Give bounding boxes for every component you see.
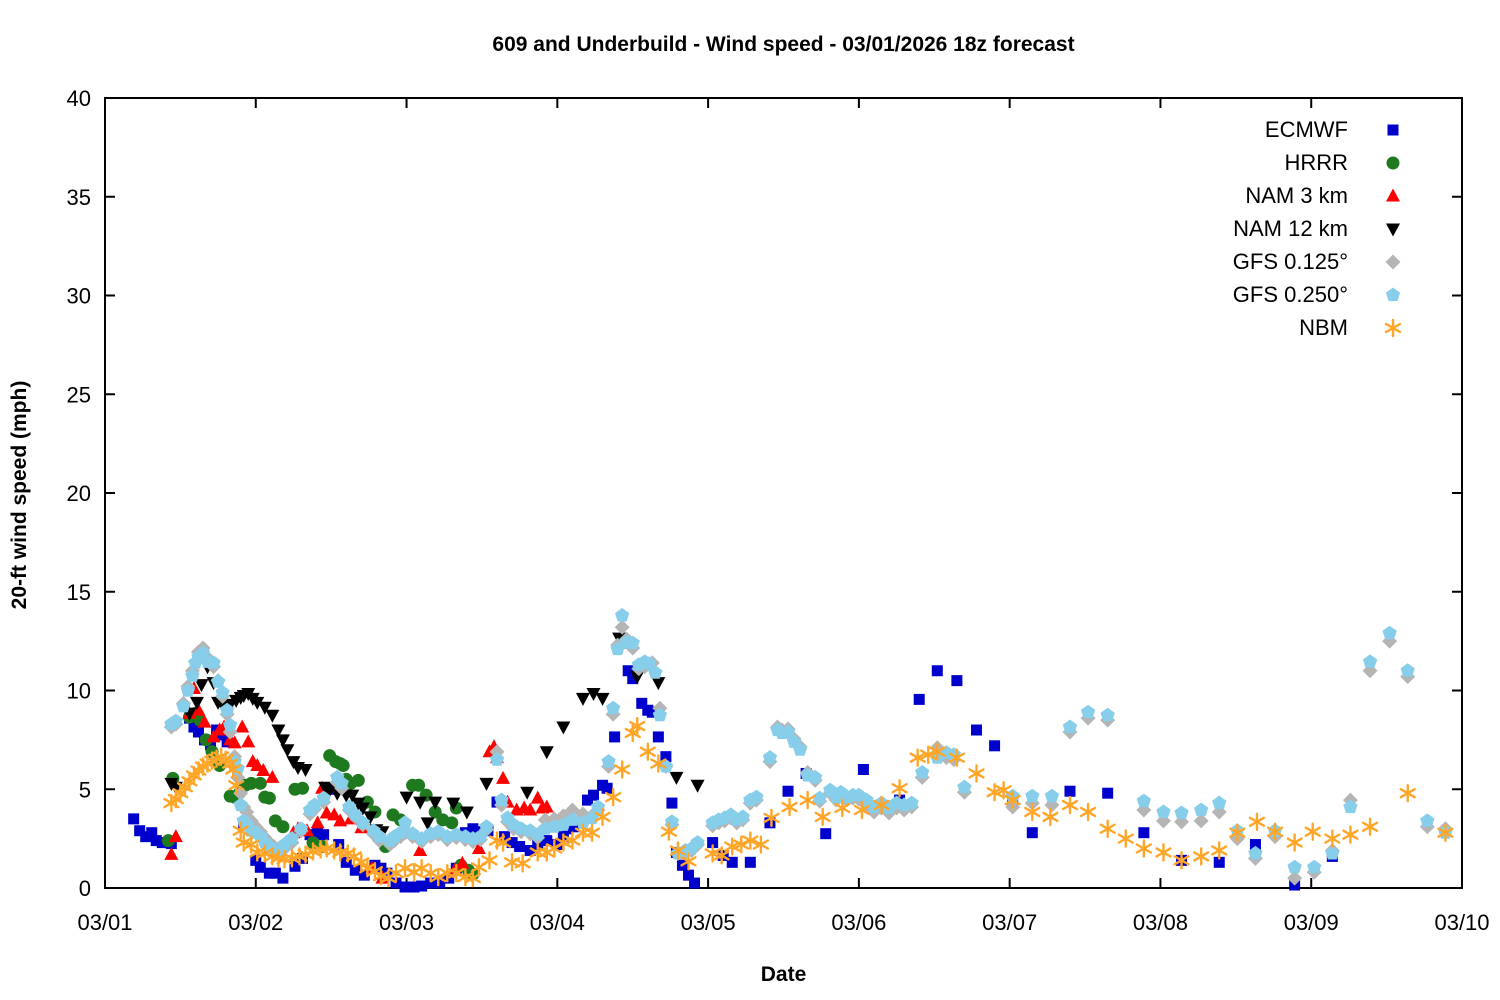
y-tick-label: 40 xyxy=(67,86,91,111)
x-tick-label: 03/01 xyxy=(77,910,132,935)
x-tick-label: 03/02 xyxy=(228,910,283,935)
x-axis-label: Date xyxy=(760,963,807,986)
y-tick-label: 10 xyxy=(67,679,91,704)
legend-label: HRRR xyxy=(1284,150,1348,175)
y-tick-label: 25 xyxy=(67,382,91,407)
legend-label: GFS 0.250° xyxy=(1233,282,1348,307)
series-gfs-0-250- xyxy=(164,608,1453,874)
x-tick-label: 03/05 xyxy=(681,910,736,935)
x-tick-label: 03/10 xyxy=(1434,910,1489,935)
legend-label: NBM xyxy=(1299,315,1348,340)
legend: ECMWF HRRR NAM 3 km NAM 12 km GFS 0.125° GFS … xyxy=(1233,117,1402,340)
x-tick-label: 03/08 xyxy=(1133,910,1188,935)
legend-label: GFS 0.125° xyxy=(1233,249,1348,274)
series-nam-12-km xyxy=(164,632,705,840)
y-tick-label: 35 xyxy=(67,185,91,210)
x-tick-label: 03/06 xyxy=(831,910,886,935)
x-tick-label: 03/07 xyxy=(982,910,1037,935)
x-tick-label: 03/04 xyxy=(530,910,585,935)
x-tick-label: 03/03 xyxy=(379,910,434,935)
legend-label: NAM 3 km xyxy=(1245,183,1348,208)
y-tick-label: 30 xyxy=(67,284,91,309)
legend-label: ECMWF xyxy=(1265,117,1348,142)
legend-label: NAM 12 km xyxy=(1233,216,1348,241)
axes-ticks: 03/01 03/02 03/03 03/04 03/05 03/06 03/07 03/08… xyxy=(67,86,1490,935)
y-tick-label: 0 xyxy=(79,876,91,901)
chart-title: 609 and Underbuild - Wind speed - 03/01/… xyxy=(492,33,1075,56)
y-tick-label: 15 xyxy=(67,580,91,605)
y-tick-label: 20 xyxy=(67,481,91,506)
x-tick-label: 03/09 xyxy=(1284,910,1339,935)
series-nbm xyxy=(163,716,1454,888)
y-tick-label: 5 xyxy=(79,777,91,802)
